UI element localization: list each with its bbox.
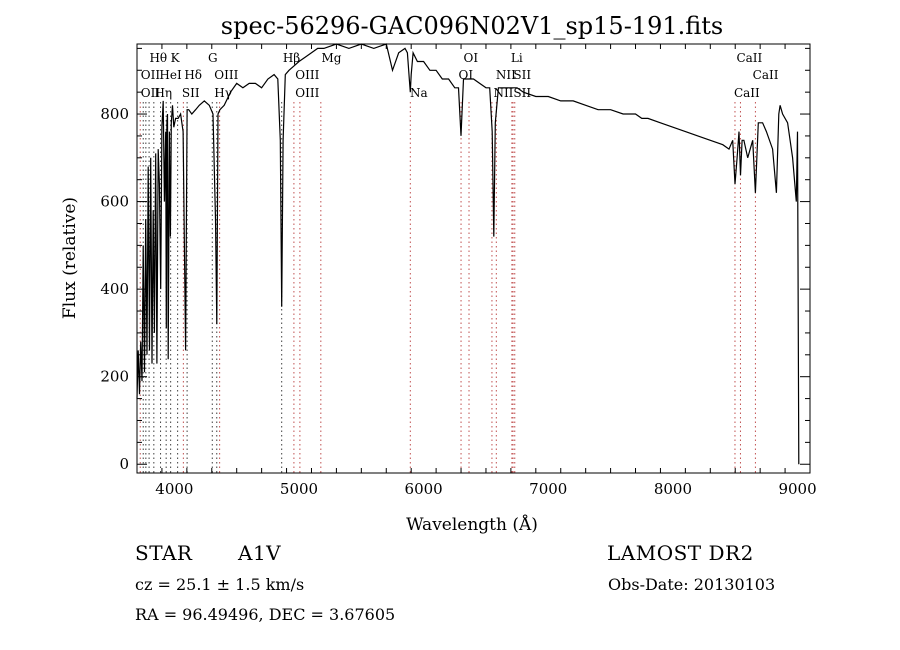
- object-class: STAR: [135, 541, 193, 565]
- x-tick-label: 4000: [155, 480, 193, 498]
- line-id-label: CaII: [734, 86, 760, 100]
- line-id-label: OIII: [214, 68, 238, 82]
- line-id-markers: [139, 102, 756, 473]
- line-id-label: Hη: [154, 86, 172, 100]
- line-id-label: Na: [410, 86, 428, 100]
- line-id-label: K: [171, 51, 181, 65]
- survey-name: LAMOST DR2: [607, 541, 754, 565]
- line-id-label: Hδ: [184, 68, 202, 82]
- y-axis-label: Flux (relative): [60, 197, 80, 319]
- line-id-label: OI: [459, 68, 474, 82]
- x-tick-label: 5000: [280, 480, 318, 498]
- line-id-label: SII: [513, 86, 531, 100]
- coordinates: RA = 96.49496, DEC = 3.67605: [135, 605, 396, 624]
- line-id-label: OIII: [295, 86, 319, 100]
- chart-title: spec-56296-GAC096N02V1_sp15-191.fits: [221, 12, 723, 40]
- redshift-value: cz = 25.1 ± 1.5 km/s: [135, 575, 305, 594]
- y-tick-label: 400: [100, 280, 129, 298]
- line-id-label: Hγ: [214, 86, 232, 100]
- plot-frame: [136, 43, 811, 474]
- y-axis-ticks: 0 200 400 600 800: [100, 47, 810, 473]
- line-id-label: Mg: [321, 51, 341, 65]
- line-id-label: OI: [464, 51, 479, 65]
- line-id-label: Hβ: [283, 51, 300, 65]
- line-id-label: OII: [141, 86, 161, 100]
- x-axis-label: Wavelength (Å): [406, 514, 538, 535]
- y-tick-label: 800: [100, 105, 129, 123]
- line-id-label: CaII: [736, 51, 762, 65]
- line-id-label: OIII: [295, 68, 319, 82]
- line-id-label: SII: [182, 86, 200, 100]
- x-axis-ticks: 4000 5000 6000 7000 8000 9000: [136, 44, 817, 498]
- line-id-label: Hθ: [149, 51, 167, 65]
- obs-date: Obs-Date: 20130103: [608, 575, 776, 594]
- y-tick-label: 200: [100, 368, 129, 386]
- y-tick-label: 0: [119, 455, 129, 473]
- y-tick-label: 600: [100, 193, 129, 211]
- x-tick-label: 7000: [529, 480, 567, 498]
- line-id-label: HeI: [159, 68, 182, 82]
- line-id-label: NII: [496, 68, 516, 82]
- line-id-label: CaII: [753, 68, 779, 82]
- line-id-label: G: [208, 51, 218, 65]
- x-tick-label: 8000: [654, 480, 692, 498]
- line-id-label: SII: [513, 68, 531, 82]
- line-id-label: OII: [141, 68, 161, 82]
- subclass: A1V: [238, 541, 282, 565]
- spectrum-line: [136, 43, 800, 465]
- x-tick-label: 6000: [405, 480, 443, 498]
- line-id-label: Li: [511, 51, 523, 65]
- x-tick-label: 9000: [778, 480, 816, 498]
